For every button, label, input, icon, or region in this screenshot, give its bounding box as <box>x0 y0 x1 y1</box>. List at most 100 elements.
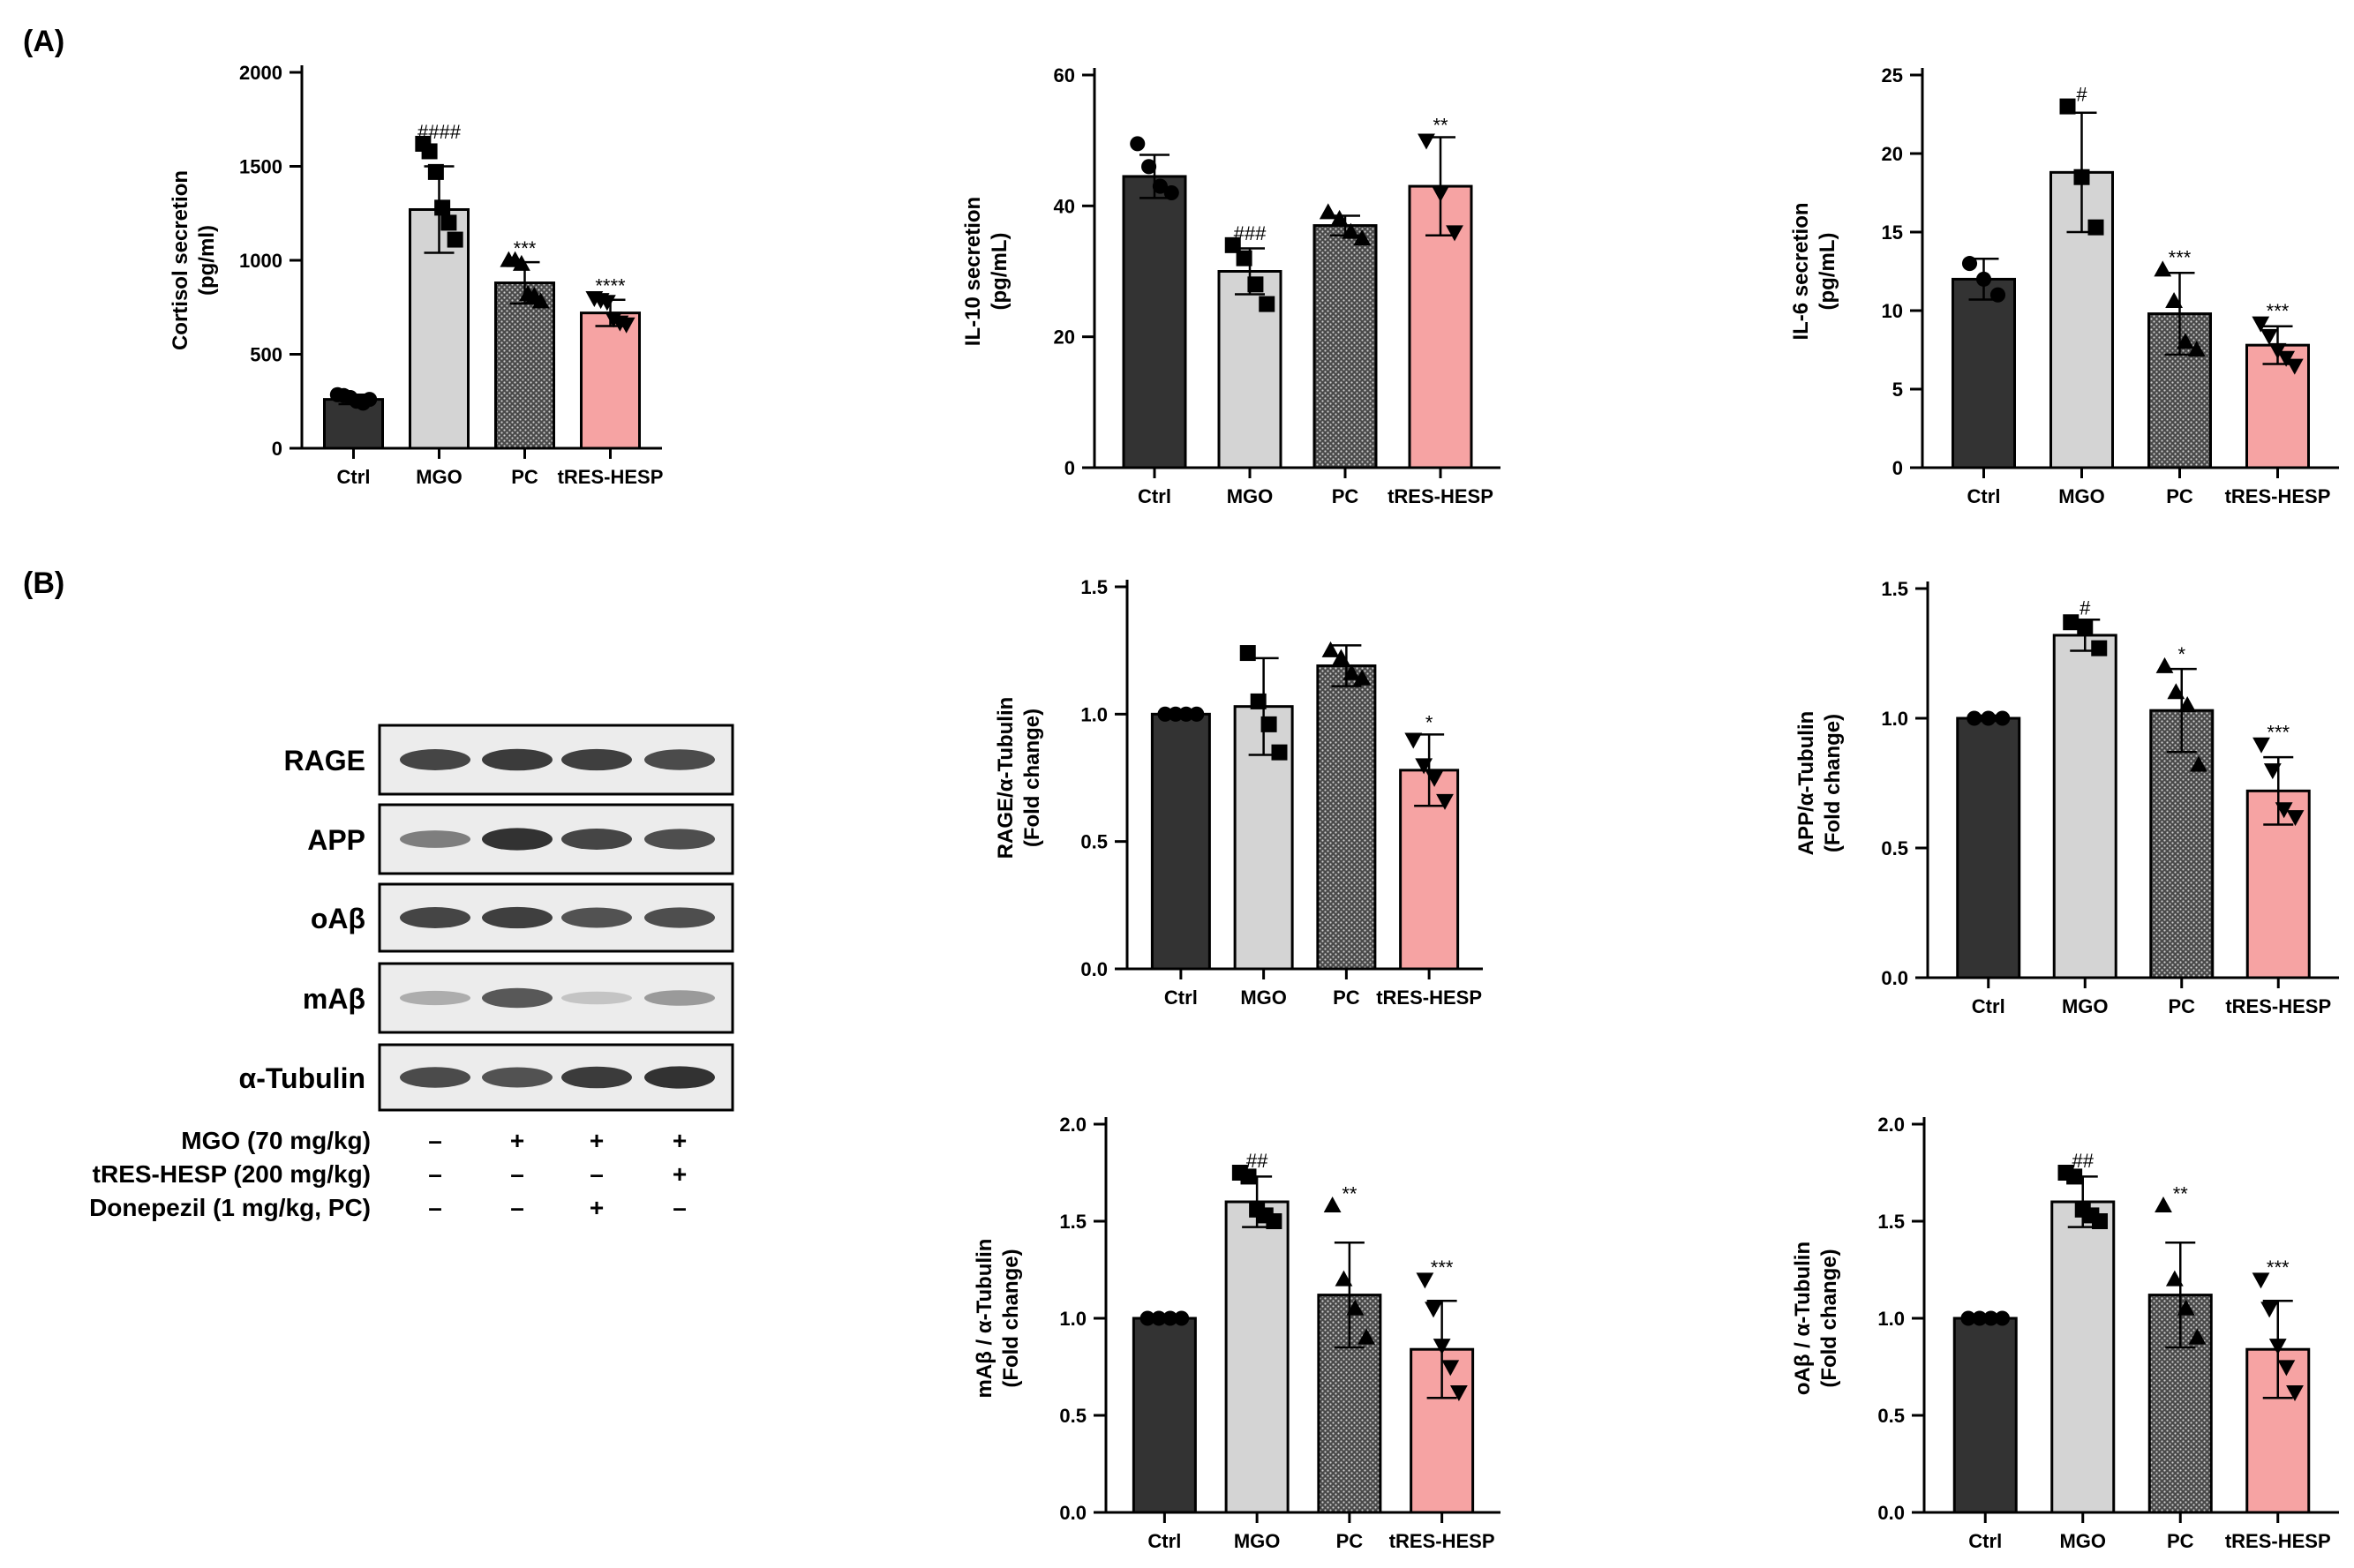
point-cortisol-1-4 <box>440 214 457 231</box>
annotation-rage-3: * <box>1425 711 1433 733</box>
x-tick-label-oab-0: Ctrl <box>1968 1530 2002 1552</box>
x-tick-label-mab-2: PC <box>1336 1530 1364 1552</box>
x-tick-label-il10-2: PC <box>1332 485 1359 507</box>
point-oab-3-3 <box>2277 1360 2296 1377</box>
x-tick-label-rage-1: MGO <box>1240 987 1287 1009</box>
treatment-label-2: Donepezil (1 mg/kg, PC) <box>89 1194 371 1221</box>
y-axis-title-cortisol-0: Cortisol secretion <box>169 170 192 350</box>
point-app-1-0 <box>2063 614 2079 631</box>
point-cortisol-2-2 <box>512 254 530 271</box>
blot-band-1-2 <box>561 829 632 850</box>
y-tick-label-oab-3: 1.5 <box>1877 1211 1905 1233</box>
chart-rage: * 0.0 0.5 1.0 1.5 Ctrl MGO PC tRES-HESP RAGE/α-Tu… <box>994 576 1483 1009</box>
blot-band-0-1 <box>482 748 553 771</box>
point-il10-3-1 <box>1432 185 1449 202</box>
point-oab-3-0 <box>2252 1272 2270 1289</box>
y-axis-title-oab-1: (Fold change) <box>1817 1249 1841 1387</box>
point-il10-1-3 <box>1259 296 1275 312</box>
y-axis-title-il10-0: IL-10 secretion <box>961 197 985 346</box>
point-il10-0-0 <box>1130 136 1146 152</box>
chart-il6: # *** *** 0 5 10 15 20 25 Ctrl MGO PC tRES-HESP IL-6 … <box>1789 64 2339 507</box>
bar-il6-0 <box>1952 277 2016 469</box>
y-tick-label-app-2: 1.0 <box>1881 708 1908 730</box>
bar-il10-2 <box>1312 224 1378 469</box>
point-il6-3-0 <box>2252 316 2270 333</box>
point-il6-2-2 <box>2177 333 2194 349</box>
x-tick-label-il6-2: PC <box>2166 485 2193 507</box>
y-tick-label-oab-4: 2.0 <box>1877 1114 1905 1136</box>
point-il10-1-0 <box>1224 236 1241 253</box>
point-oab-2-2 <box>2177 1299 2195 1316</box>
western-blot: RAGE APP oAβ mAβ α-Tubulin MGO (70 mg/kg) – + + +… <box>89 724 734 1221</box>
annotation-mab-2: ** <box>1342 1182 1357 1204</box>
point-cortisol-2-5 <box>531 292 550 309</box>
annotation-oab-1: ## <box>2072 1150 2095 1172</box>
blot-band-3-3 <box>644 990 715 1006</box>
point-cortisol-1-2 <box>427 163 444 180</box>
y-tick-label-rage-2: 1.0 <box>1080 703 1108 725</box>
point-rage-0-2 <box>1178 706 1194 722</box>
y-tick-label-il10-3: 60 <box>1054 64 1075 86</box>
point-cortisol-1-3 <box>434 199 451 216</box>
y-axis-title-il6-1: (pg/mL) <box>1816 233 1839 311</box>
point-rage-0-0 <box>1157 706 1173 722</box>
x-tick-label-oab-3: tRES-HESP <box>2225 1530 2331 1552</box>
point-oab-0-1 <box>1972 1310 1988 1326</box>
point-app-2-0 <box>2155 656 2174 673</box>
y-tick-label-oab-2: 1.0 <box>1877 1308 1905 1330</box>
blot-band-2-3 <box>644 907 715 928</box>
blot-band-1-3 <box>644 829 715 850</box>
point-mab-1-1 <box>1240 1168 1257 1185</box>
annotation-mab-3: *** <box>1431 1257 1454 1279</box>
y-tick-label-app-3: 1.5 <box>1881 578 1908 600</box>
y-tick-label-cortisol-2: 1000 <box>239 250 282 272</box>
y-axis-title-app-1: (Fold change) <box>1821 714 1845 852</box>
point-rage-1-0 <box>1239 645 1256 662</box>
point-rage-1-3 <box>1271 744 1288 761</box>
y-axis-title-il10-1: (pg/mL) <box>988 233 1012 311</box>
treatment-sign-2-1: – <box>510 1194 524 1221</box>
point-app-0-1 <box>1981 710 1997 726</box>
annotation-oab-2: ** <box>2173 1182 2189 1204</box>
point-app-1-2 <box>2091 640 2108 656</box>
point-mab-2-2 <box>1346 1299 1365 1316</box>
x-tick-label-il10-3: tRES-HESP <box>1388 485 1493 507</box>
y-tick-label-oab-0: 0.0 <box>1877 1502 1905 1524</box>
chart-il10: ### ** 0 20 40 60 Ctrl MGO PC tRES-HESP IL-10 secr… <box>961 64 1500 507</box>
point-il6-0-2 <box>1989 287 2006 303</box>
point-oab-3-2 <box>2268 1339 2287 1355</box>
point-mab-0-0 <box>1139 1310 1155 1326</box>
point-app-2-3 <box>2190 755 2207 772</box>
point-il6-3-1 <box>2260 328 2278 345</box>
x-tick-label-il6-0: Ctrl <box>1967 485 2001 507</box>
point-app-2-1 <box>2167 683 2185 700</box>
point-rage-3-0 <box>1404 732 1423 749</box>
annotation-oab-3: *** <box>2267 1257 2290 1279</box>
y-tick-label-il6-1: 5 <box>1892 379 1903 401</box>
annotation-il6-1: # <box>2076 84 2087 106</box>
y-tick-label-il6-3: 15 <box>1882 221 1903 244</box>
point-app-3-2 <box>2275 802 2293 819</box>
x-tick-label-il10-1: MGO <box>1227 485 1274 507</box>
point-rage-2-2 <box>1342 664 1361 680</box>
blot-band-1-0 <box>400 830 470 848</box>
y-tick-label-mab-1: 0.5 <box>1059 1405 1087 1427</box>
point-rage-3-3 <box>1436 793 1454 810</box>
blot-band-3-0 <box>400 990 470 1006</box>
y-tick-label-cortisol-4: 2000 <box>239 62 282 84</box>
treatment-label-0: MGO (70 mg/kg) <box>181 1127 371 1154</box>
y-tick-label-il6-5: 25 <box>1882 64 1903 86</box>
x-tick-label-cortisol-0: Ctrl <box>337 466 371 488</box>
point-app-1-1 <box>2077 619 2094 636</box>
x-tick-label-mab-3: tRES-HESP <box>1389 1530 1495 1552</box>
x-tick-label-app-2: PC <box>2168 995 2195 1017</box>
y-tick-label-mab-0: 0.0 <box>1059 1502 1087 1524</box>
x-tick-label-cortisol-1: MGO <box>416 466 463 488</box>
bar-app-1 <box>2052 634 2117 979</box>
y-axis-title-cortisol-1: (pg/ml) <box>195 225 219 296</box>
blot-band-3-1 <box>482 987 553 1009</box>
blot-band-2-2 <box>561 907 632 928</box>
y-tick-label-mab-2: 1.0 <box>1059 1308 1087 1330</box>
